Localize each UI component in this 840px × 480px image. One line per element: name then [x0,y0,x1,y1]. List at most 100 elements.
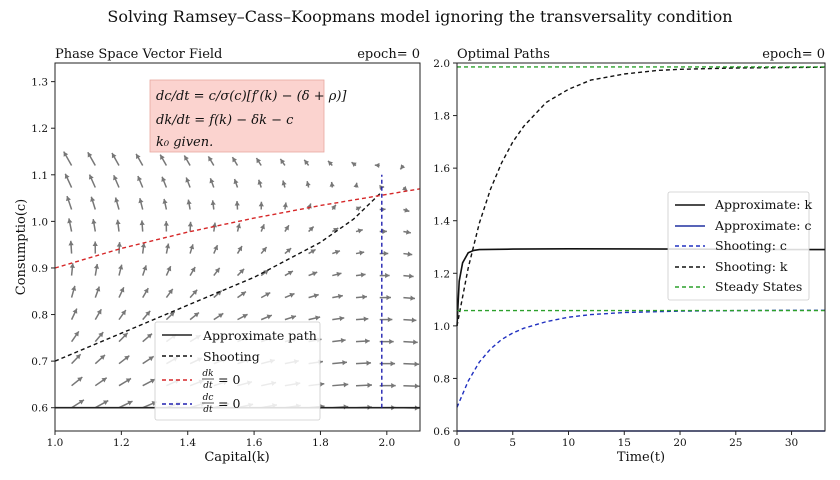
vector-arrow-head [281,180,287,186]
vector-arrow [403,383,420,389]
right-panel-title: Optimal Paths [457,47,550,62]
vector-arrow-head [166,266,172,272]
legend-label-approx-path: Approximate path [202,328,317,343]
vector-arrow [403,251,413,257]
vector-arrow [355,294,368,300]
vector-arrow-head [218,313,224,319]
vector-arrow [94,331,104,343]
vector-arrow [118,355,130,365]
vector-arrow-head [400,164,406,170]
vector-arrow [69,263,75,276]
vector-arrow-head [240,291,246,297]
vector-arrow-head [353,182,359,188]
vector-arrow-head [90,196,96,202]
equation-box-background [149,79,325,153]
legend-dc-numerator: dc [203,393,214,403]
vector-arrow-head [343,382,349,388]
vector-arrow-head [232,157,237,163]
vector-arrow [327,160,333,166]
vector-arrow [355,206,362,212]
vector-arrow [308,315,321,321]
vector-arrow [94,286,101,298]
vector-arrow [331,204,337,210]
vector-arrow [118,332,129,343]
vector-arrow [355,272,366,278]
right-y-tick-label: 0.8 [433,373,450,385]
vector-arrow [403,295,416,301]
right-x-tick-label: 5 [509,437,516,449]
vector-arrow [260,269,270,277]
vector-arrow [189,266,196,276]
vector-arrow [374,162,380,169]
vector-arrow [284,270,294,277]
left-x-tick-label: 1.4 [179,437,196,449]
vector-arrow-head [405,229,411,235]
vector-arrow-head [257,179,263,185]
vector-arrow-head [355,206,362,212]
equation-dc-dt: dc/dt = c/σ(c)[f′(k) − (δ + ρ)] [156,89,347,104]
legend-label-shooting-k: Shooting: k [715,259,788,274]
left-y-axis-label: Consumptio(c) [14,199,29,295]
left-legend-box [154,321,321,421]
vector-arrow [257,179,263,188]
vector-arrow [355,360,372,366]
vector-arrow [67,218,73,232]
vector-arrow [141,265,148,276]
right-legend-box [667,191,810,301]
vector-arrow [355,382,373,388]
vector-arrow [403,361,420,367]
vector-arrow [142,310,151,321]
right-y-tick-label: 0.6 [433,426,450,438]
optimal-paths-panel: Optimal Paths epoch= 0 0 5 10 15 20 25 30 0.6 0.… [433,47,826,465]
vector-arrow-head [78,399,84,405]
vector-arrow-head [360,272,366,278]
vector-arrow-head [67,218,73,224]
vector-arrow-head [145,310,151,316]
vector-arrow-head [284,225,289,231]
phase-space-panel: Phase Space Vector Field epoch= 0 dc/dt … [14,47,421,465]
vector-arrow [284,247,292,255]
vector-arrow [332,271,342,277]
vector-arrow-head [92,241,98,246]
vector-arrow [71,376,83,387]
vector-arrow [113,174,120,188]
vector-arrow [281,180,287,188]
vector-arrow-head [407,251,413,257]
vector-arrow [403,229,411,235]
vector-arrow-head [333,228,339,233]
vector-arrow [260,291,271,299]
vector-arrow [260,223,265,232]
vector-arrow [305,181,311,188]
legend-label-shooting-c: Shooting: c [715,238,787,253]
vector-arrow-head [336,271,342,277]
vector-arrow [379,272,390,279]
vector-arrow [209,178,215,188]
left-y-tick-label: 1.2 [31,123,48,135]
vector-arrow [231,156,239,166]
vector-arrow-head [235,223,241,229]
vector-arrow-head [184,155,189,161]
vector-arrow [332,249,341,255]
left-x-tick-label: 1.8 [312,437,329,449]
vector-arrow [87,151,96,166]
vector-arrow-head [234,201,240,206]
vector-arrow-head [138,198,144,204]
vector-arrow-head [391,383,396,389]
vector-arrow [64,173,73,188]
vector-arrow-head [114,197,120,203]
vector-arrow-head [68,240,74,246]
vector-arrow [236,245,243,254]
vector-arrow [94,377,108,387]
legend-dk-numerator: dk [202,369,213,379]
vector-arrow [142,287,149,298]
left-axes-frame [54,62,421,432]
vector-arrow-head [209,178,215,184]
vector-arrow [142,355,155,365]
vector-arrow-head [304,159,310,165]
vector-arrow-head [414,361,420,367]
vector-arrow-head [187,221,193,227]
vector-arrow [234,200,240,210]
vector-arrow-head [282,202,288,208]
vector-arrow [260,314,273,321]
